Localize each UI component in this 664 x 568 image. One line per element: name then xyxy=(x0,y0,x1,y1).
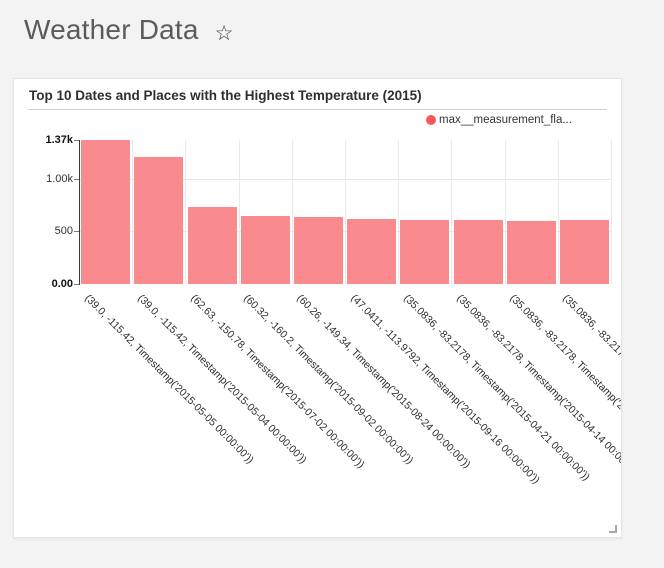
gridline xyxy=(504,140,506,284)
y-axis-tick xyxy=(74,231,79,233)
gridline xyxy=(79,178,611,180)
gridline xyxy=(185,140,187,284)
legend-dot-icon xyxy=(426,115,436,125)
gridline xyxy=(398,140,400,284)
bar[interactable] xyxy=(347,219,397,284)
bar[interactable] xyxy=(81,140,131,284)
bar[interactable] xyxy=(453,220,503,284)
gridline xyxy=(451,140,453,284)
gridline xyxy=(345,140,346,284)
gridline xyxy=(557,140,559,284)
y-axis-tick-label: 1.00k xyxy=(46,172,73,185)
chart-card: Top 10 Dates and Places with the Highest… xyxy=(13,78,622,538)
y-axis-tick xyxy=(74,178,79,180)
y-axis-tick-label: 500 xyxy=(54,225,73,238)
legend-item[interactable]: max__measurement_fla... xyxy=(426,114,572,126)
title-divider xyxy=(29,109,607,110)
y-axis-tick-label: 0.00 xyxy=(51,278,73,290)
bar[interactable] xyxy=(400,220,450,284)
bar-chart-plot: 1.37k 1.00k 500 0.00 (39.0, -115.42, Timesta… xyxy=(14,79,621,537)
gridline xyxy=(79,231,611,233)
gridline xyxy=(238,140,240,284)
y-axis-tick xyxy=(74,140,79,141)
gridline xyxy=(291,140,293,284)
y-axis-tick-label: 1.37k xyxy=(45,134,73,146)
x-axis-label: (35.0836, -83.2178, Timestamp('2015-04-2… xyxy=(401,292,592,484)
legend-label: max__measurement_fla... xyxy=(439,114,572,126)
bar[interactable] xyxy=(506,220,556,284)
y-axis-tick xyxy=(74,284,79,285)
dashboard-header: Weather Data ☆ xyxy=(24,14,233,46)
gridline xyxy=(132,140,134,284)
favorite-star-icon[interactable]: ☆ xyxy=(214,21,234,45)
bar[interactable] xyxy=(559,220,609,284)
card-resize-handle-icon[interactable] xyxy=(609,525,617,533)
chart-title: Top 10 Dates and Places with the Highest… xyxy=(29,88,422,103)
y-axis-line xyxy=(79,140,80,285)
dashboard-title: Weather Data xyxy=(24,14,199,45)
gridline xyxy=(611,140,612,284)
bar[interactable] xyxy=(134,156,184,284)
x-axis-label: (47.0411, -113.9792, Timestamp('2015-09-… xyxy=(347,292,542,487)
bar[interactable] xyxy=(240,216,290,284)
bar[interactable] xyxy=(187,207,237,284)
bar[interactable] xyxy=(293,216,343,284)
